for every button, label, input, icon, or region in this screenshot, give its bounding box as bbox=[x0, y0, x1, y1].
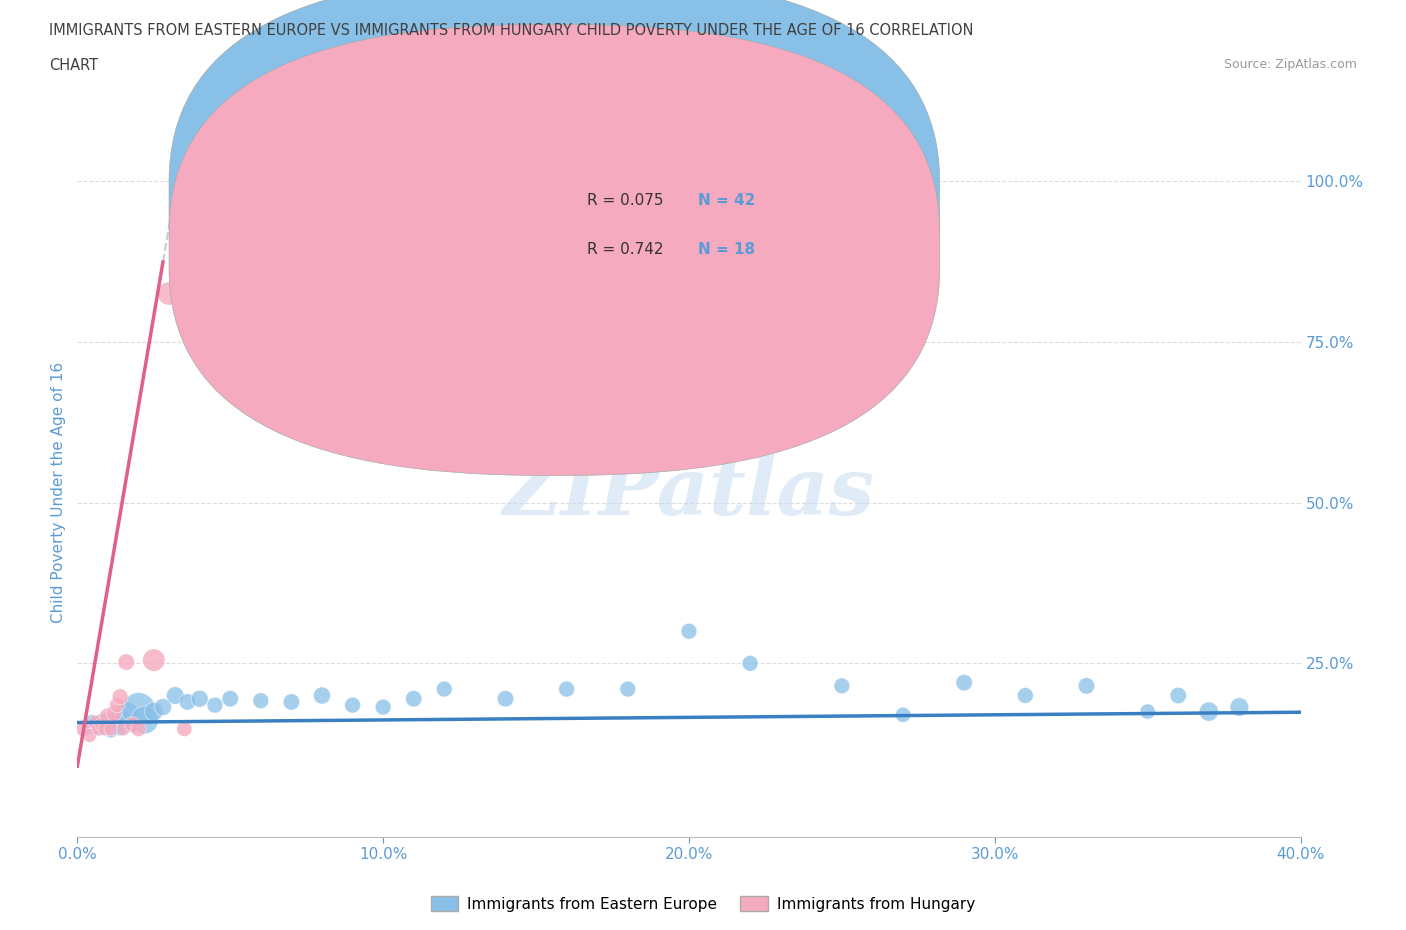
Point bbox=[280, 695, 302, 710]
Point bbox=[1198, 704, 1220, 719]
Text: Source: ZipAtlas.com: Source: ZipAtlas.com bbox=[1223, 58, 1357, 71]
Point bbox=[105, 719, 128, 734]
Text: N = 18: N = 18 bbox=[697, 243, 755, 258]
Point bbox=[108, 722, 131, 737]
Point bbox=[87, 722, 110, 737]
Point bbox=[84, 715, 107, 730]
Point bbox=[87, 722, 110, 737]
Point bbox=[108, 689, 131, 704]
Legend: Immigrants from Eastern Europe, Immigrants from Hungary: Immigrants from Eastern Europe, Immigran… bbox=[425, 889, 981, 918]
Point bbox=[94, 722, 117, 737]
Point bbox=[90, 717, 112, 732]
Point bbox=[97, 709, 120, 724]
Point bbox=[953, 675, 976, 690]
Point bbox=[157, 286, 180, 301]
Point bbox=[173, 722, 195, 737]
Point bbox=[100, 722, 122, 737]
Point bbox=[142, 704, 165, 719]
Point bbox=[142, 653, 165, 668]
Text: IMMIGRANTS FROM EASTERN EUROPE VS IMMIGRANTS FROM HUNGARY CHILD POVERTY UNDER TH: IMMIGRANTS FROM EASTERN EUROPE VS IMMIGR… bbox=[49, 23, 974, 38]
Point bbox=[134, 712, 156, 727]
Point bbox=[94, 720, 117, 735]
Point bbox=[72, 722, 94, 737]
Point bbox=[97, 712, 120, 727]
Point bbox=[1167, 688, 1189, 703]
Point bbox=[128, 702, 150, 717]
Point bbox=[678, 624, 700, 639]
Point bbox=[82, 717, 104, 732]
Point bbox=[831, 678, 853, 693]
Point bbox=[1136, 704, 1159, 719]
Point bbox=[90, 714, 112, 729]
FancyBboxPatch shape bbox=[169, 0, 939, 426]
Point bbox=[115, 708, 138, 723]
Point bbox=[402, 691, 425, 706]
FancyBboxPatch shape bbox=[506, 163, 848, 280]
Point bbox=[152, 699, 174, 714]
Point bbox=[103, 715, 125, 730]
Point bbox=[105, 698, 128, 712]
Point bbox=[555, 682, 578, 697]
Text: N = 42: N = 42 bbox=[697, 193, 755, 208]
Text: R = 0.742: R = 0.742 bbox=[588, 243, 664, 258]
Text: ZIPatlas: ZIPatlas bbox=[503, 454, 875, 532]
Point bbox=[433, 682, 456, 697]
FancyBboxPatch shape bbox=[169, 24, 939, 475]
Point bbox=[115, 655, 138, 670]
Point bbox=[1076, 678, 1098, 693]
Text: R = 0.075: R = 0.075 bbox=[588, 193, 664, 208]
Point bbox=[188, 691, 211, 706]
Point bbox=[112, 722, 135, 737]
Point bbox=[740, 656, 762, 671]
Point bbox=[219, 691, 242, 706]
Point bbox=[79, 728, 101, 743]
Point bbox=[1229, 699, 1251, 714]
Point bbox=[204, 698, 226, 712]
Point bbox=[891, 708, 914, 723]
Point bbox=[311, 688, 333, 703]
Point bbox=[371, 699, 394, 714]
Point bbox=[250, 693, 273, 708]
Text: CHART: CHART bbox=[49, 58, 98, 73]
Point bbox=[121, 717, 143, 732]
Point bbox=[176, 695, 198, 710]
Point bbox=[1014, 688, 1036, 703]
Y-axis label: Child Poverty Under the Age of 16: Child Poverty Under the Age of 16 bbox=[51, 363, 66, 623]
Point bbox=[103, 706, 125, 721]
Point bbox=[495, 691, 517, 706]
Point bbox=[165, 688, 187, 703]
Point bbox=[100, 724, 122, 738]
Point bbox=[617, 682, 640, 697]
Point bbox=[112, 711, 135, 725]
Point bbox=[121, 717, 143, 732]
Point bbox=[128, 722, 150, 737]
Point bbox=[342, 698, 364, 712]
